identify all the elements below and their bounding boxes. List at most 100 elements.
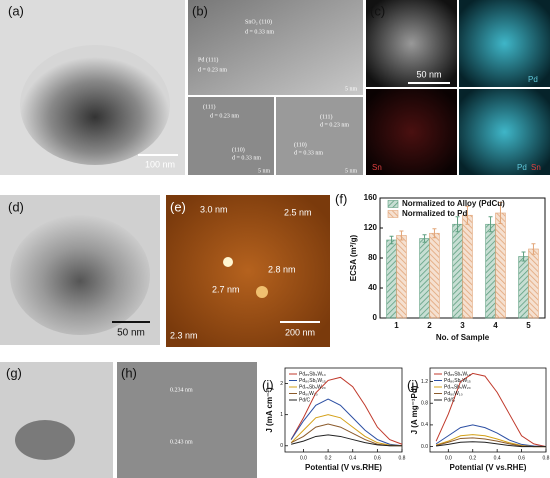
y-tick-label: 80	[368, 253, 377, 262]
legend-label: Pd₈₅Sb₅W₁₀	[299, 371, 326, 377]
bar	[518, 256, 529, 319]
legend-label: Pd₇₅Sb₅W₂₀	[444, 384, 471, 390]
panel-e: (e) 3.0 nm 2.5 nm 2.8 nm 2.7 nm 2.3 nm 2…	[166, 195, 330, 347]
plot-frame	[284, 367, 403, 453]
annotation: d = 0.33 nm	[245, 29, 274, 35]
legend-label: Normalized to Alloy (PdCu)	[402, 199, 505, 208]
panel-label: (g)	[6, 365, 22, 380]
x-tick-label: 4	[493, 321, 498, 330]
bar	[386, 239, 397, 319]
scale-bar-label: 50 nm	[416, 69, 441, 79]
nanosheet	[15, 420, 75, 460]
error-bar	[488, 216, 493, 233]
x-axis-label: Potential (V vs.RHE)	[450, 463, 527, 472]
legend-label: Normalized to Pd	[402, 209, 467, 218]
scale-bar-label: 5 nm	[258, 168, 271, 174]
panel-label: (j)	[407, 377, 419, 392]
cv-curve	[290, 398, 403, 447]
charts: (f) 0 40 80 120 160 1 2 3 4 5 Normalized to Alloy (…	[262, 191, 550, 472]
afm-image	[166, 195, 330, 347]
annotation: (111)	[203, 103, 216, 110]
x-axis-label: Potential (V vs.RHE)	[305, 463, 382, 472]
bar	[462, 214, 473, 319]
x-tick-label: 0.6	[374, 455, 381, 461]
x-tick-label: 0.0	[445, 455, 452, 461]
error-bar	[498, 202, 503, 224]
x-tick-label: 5	[526, 321, 531, 330]
y-tick-label: 0.8	[421, 401, 428, 407]
x-tick-label: 0.4	[494, 455, 501, 461]
panel-label: (d)	[8, 199, 24, 214]
y-tick-label: 1.2	[421, 379, 428, 385]
y-tick-label: 0	[280, 443, 283, 449]
error-bar	[455, 216, 460, 233]
y-tick-label: 120	[364, 223, 378, 232]
map-label: Pd	[528, 75, 538, 84]
scale-bar-label: 50 nm	[117, 328, 145, 339]
haadf-image	[366, 0, 457, 87]
height-label: 2.5 nm	[284, 207, 312, 217]
height-label: 3.0 nm	[200, 204, 228, 214]
panel-h: (h) 0.234 nm 0.243 nm	[117, 362, 257, 478]
cv-curve	[291, 434, 402, 447]
annotation: 0.243 nm	[170, 439, 193, 445]
annotation: Pd (111)	[198, 56, 218, 63]
error-bar	[521, 251, 526, 262]
legend-label: Pd/C	[444, 397, 456, 403]
panel-label: (a)	[8, 3, 24, 18]
x-tick-label: 0.2	[469, 455, 476, 461]
panel-label: (f)	[335, 191, 347, 206]
annotation: SnO₂ (110)	[245, 18, 272, 25]
annotation: d = 0.23 nm	[198, 67, 227, 73]
annotation: (111)	[320, 113, 333, 120]
y-tick-label: 160	[364, 193, 378, 202]
panel-label: (i)	[262, 377, 274, 392]
panel-a: (a) 100 nm	[0, 0, 185, 175]
panel-g: (g)	[0, 362, 113, 478]
bar	[528, 248, 539, 319]
legend-swatch	[387, 210, 399, 218]
hrtem-inset	[188, 97, 274, 175]
panel-d: (d) 50 nm	[0, 195, 160, 345]
bar	[495, 212, 506, 319]
panel-label: (c)	[370, 3, 385, 18]
x-tick-label: 0.0	[300, 455, 307, 461]
hrtem-image	[117, 362, 257, 478]
legend-label: Pd/C	[299, 397, 311, 403]
hrtem-image	[188, 0, 363, 95]
bar	[396, 235, 407, 319]
annotation: d = 0.23 nm	[210, 113, 239, 119]
y-tick-label: 2	[280, 381, 283, 387]
y-tick-label: 40	[368, 283, 377, 292]
x-tick-label: 3	[460, 321, 465, 330]
height-label: 2.3 nm	[170, 330, 198, 340]
x-tick-label: 0.8	[399, 455, 406, 461]
cv-curve	[290, 414, 403, 447]
annotation: (110)	[294, 141, 307, 148]
bar	[429, 232, 440, 319]
tem-image	[0, 362, 113, 478]
legend-label: Pd₈₀Sb₅W₁₅	[299, 378, 326, 384]
cv-curve	[290, 376, 403, 445]
annotation: d = 0.33 nm	[232, 155, 261, 161]
height-label: 2.7 nm	[212, 284, 240, 294]
error-bar	[422, 234, 427, 243]
y-tick-label: 0.0	[421, 444, 428, 450]
map-label: Pd	[517, 163, 527, 172]
bar	[452, 223, 463, 319]
annotation: (110)	[232, 146, 245, 153]
cv-curve	[435, 424, 547, 448]
y-tick-label: 1	[280, 412, 283, 418]
legend-label: Pd₈₀Sb₅W₁₅	[444, 378, 471, 384]
height-label: 2.8 nm	[268, 264, 296, 274]
legend-label: Pd₉₀W₁₀	[299, 391, 318, 397]
legend-swatch	[387, 200, 399, 208]
x-tick-label: 0.8	[543, 455, 550, 461]
y-tick-label: 0.4	[421, 422, 428, 428]
panel-label: (e)	[170, 199, 186, 214]
error-bar	[389, 235, 394, 245]
x-tick-label: 2	[427, 321, 432, 330]
panel-b: (b) SnO₂ (110) d = 0.33 nm Pd (111) d = …	[188, 0, 363, 175]
x-axis-label: No. of Sample	[436, 333, 490, 342]
